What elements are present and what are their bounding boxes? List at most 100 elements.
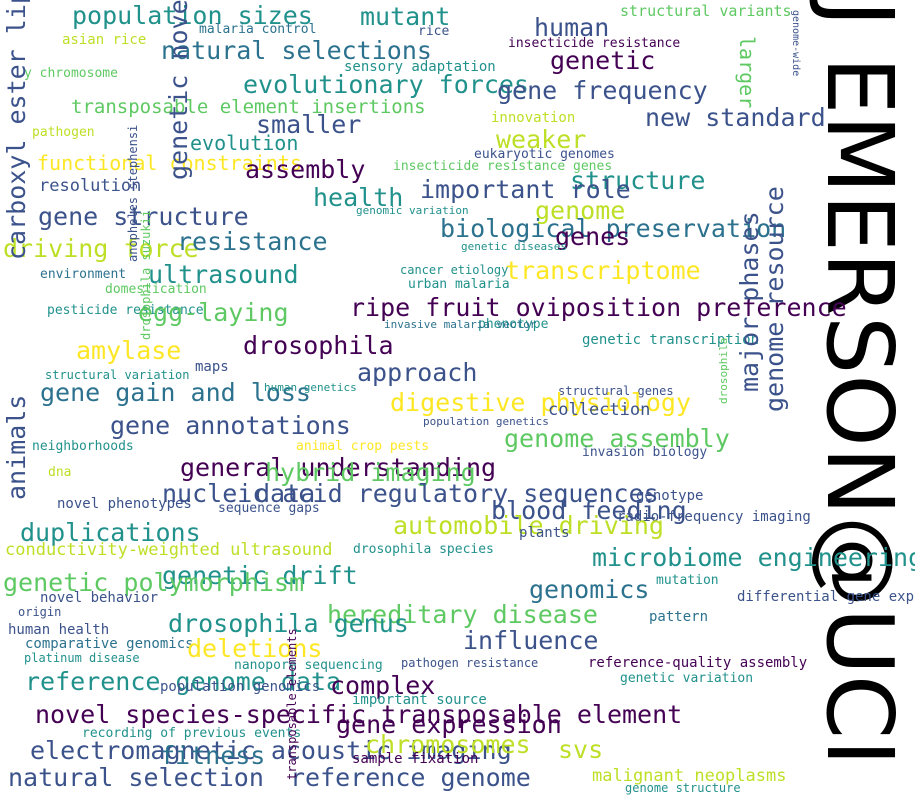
word: pattern [649, 609, 709, 625]
word: genome assembly [504, 424, 730, 453]
word: larger [735, 36, 759, 109]
word: data [255, 479, 316, 508]
word: duplications [20, 518, 201, 547]
word: gene gain and loss [40, 378, 311, 407]
word: genetic diseases [461, 240, 567, 253]
word: genome [535, 196, 626, 225]
word: drosophila [243, 331, 394, 360]
word: important source [352, 692, 487, 708]
word: sequence gaps [218, 501, 320, 516]
word: resistance [177, 227, 328, 256]
word: genomics [529, 575, 650, 604]
word: insecticide resistance [508, 36, 681, 51]
word: animals [2, 394, 31, 500]
word: sensory adaptation [344, 59, 496, 75]
word: pathogen resistance [401, 656, 539, 670]
word: radio-frequency imaging [617, 509, 811, 525]
word: natural selection [8, 763, 264, 792]
word: complex [330, 671, 436, 700]
word: population sizes [72, 1, 313, 30]
word: collection [548, 400, 651, 420]
word: automobile driving [393, 511, 664, 540]
word: drosophila [717, 337, 730, 404]
word: genome structure [625, 781, 741, 795]
word: ultrasound [148, 260, 299, 289]
word: novel species-specific transposable elem… [35, 700, 683, 729]
word: sample fixation [352, 751, 479, 767]
word: reference-quality assembly [588, 655, 808, 671]
word: gene structure [38, 202, 249, 231]
word: fitness [160, 741, 266, 770]
word: animal crop pests [296, 439, 430, 454]
word: recording of previous events [82, 726, 302, 741]
word: resolution [39, 176, 142, 196]
word: reference genome data [25, 667, 342, 696]
word: environment [40, 267, 127, 282]
word: assembly [245, 155, 366, 184]
word: drosophila suzukii [139, 209, 153, 340]
word: evolution [190, 131, 299, 155]
word: ripe fruit oviposition preference [350, 293, 847, 322]
word: phenotype [478, 317, 549, 332]
word: deletions [187, 634, 323, 663]
word: invasive malaria vector [384, 318, 537, 331]
word: pesticide resistance [47, 303, 204, 318]
word: hereditary disease [327, 600, 598, 629]
word: comparative genomics [25, 636, 194, 652]
word: svs [558, 735, 604, 764]
word: maps [195, 359, 229, 375]
word: mutant [360, 2, 451, 31]
word: genomic variation [356, 204, 469, 217]
word: genetic polymorphism [3, 568, 305, 597]
word: biological preservation [440, 214, 787, 243]
word: platinum disease [24, 651, 140, 665]
word: genome-wide [790, 10, 801, 77]
word: reference genome [290, 763, 531, 792]
word: human health [8, 622, 110, 638]
word: nucleic acid regulatory sequences [162, 479, 659, 508]
word: domestication [105, 282, 207, 297]
word: carboxyl ester lipase [2, 0, 31, 260]
word: gene annotations [110, 411, 351, 440]
word: genome resource [760, 186, 789, 412]
word: hybrid imaging [265, 458, 476, 487]
word: mutation [656, 573, 719, 588]
word: genetic transcription [582, 332, 760, 348]
word: gene frequency [497, 76, 708, 105]
word: microbiome engineering [592, 543, 915, 572]
word: genetic novelty [164, 0, 193, 180]
word: health [313, 183, 404, 212]
word: genetic [550, 46, 656, 75]
word: structural variation [45, 368, 190, 382]
word: smaller [256, 110, 362, 139]
word: genetic drift [162, 561, 358, 590]
word: digestive physiology [390, 388, 692, 417]
word: structural genes [558, 384, 674, 398]
word: population genomics [160, 679, 321, 695]
word: weaker [496, 125, 587, 154]
word: drosophila species [353, 542, 494, 557]
word: nanopore sequencing [234, 658, 383, 673]
word: general understanding [180, 453, 497, 482]
word: evolutionary forces [243, 70, 529, 99]
word: genes [555, 222, 631, 251]
word: invasion biology [582, 445, 708, 460]
word: eukaryotic genomes [474, 147, 615, 162]
word: influence [463, 626, 599, 655]
watermark-title: J EMERSON@UCI [806, 0, 913, 767]
word: functional constraints [37, 151, 302, 175]
word: genetic variation [620, 671, 754, 686]
word: amylase [76, 336, 182, 365]
word: new standard [645, 103, 826, 132]
word: structural variants [620, 2, 792, 20]
word: transcriptome [505, 256, 701, 285]
word: transposable elements [285, 628, 299, 780]
word: differential gene expression [737, 589, 915, 605]
word: urban malaria [408, 277, 510, 292]
word: malaria control [199, 22, 317, 37]
word: anopheles stephensi [126, 124, 140, 262]
word: asian rice [62, 32, 147, 48]
word: origin [18, 605, 62, 619]
word: driving force [3, 234, 199, 263]
